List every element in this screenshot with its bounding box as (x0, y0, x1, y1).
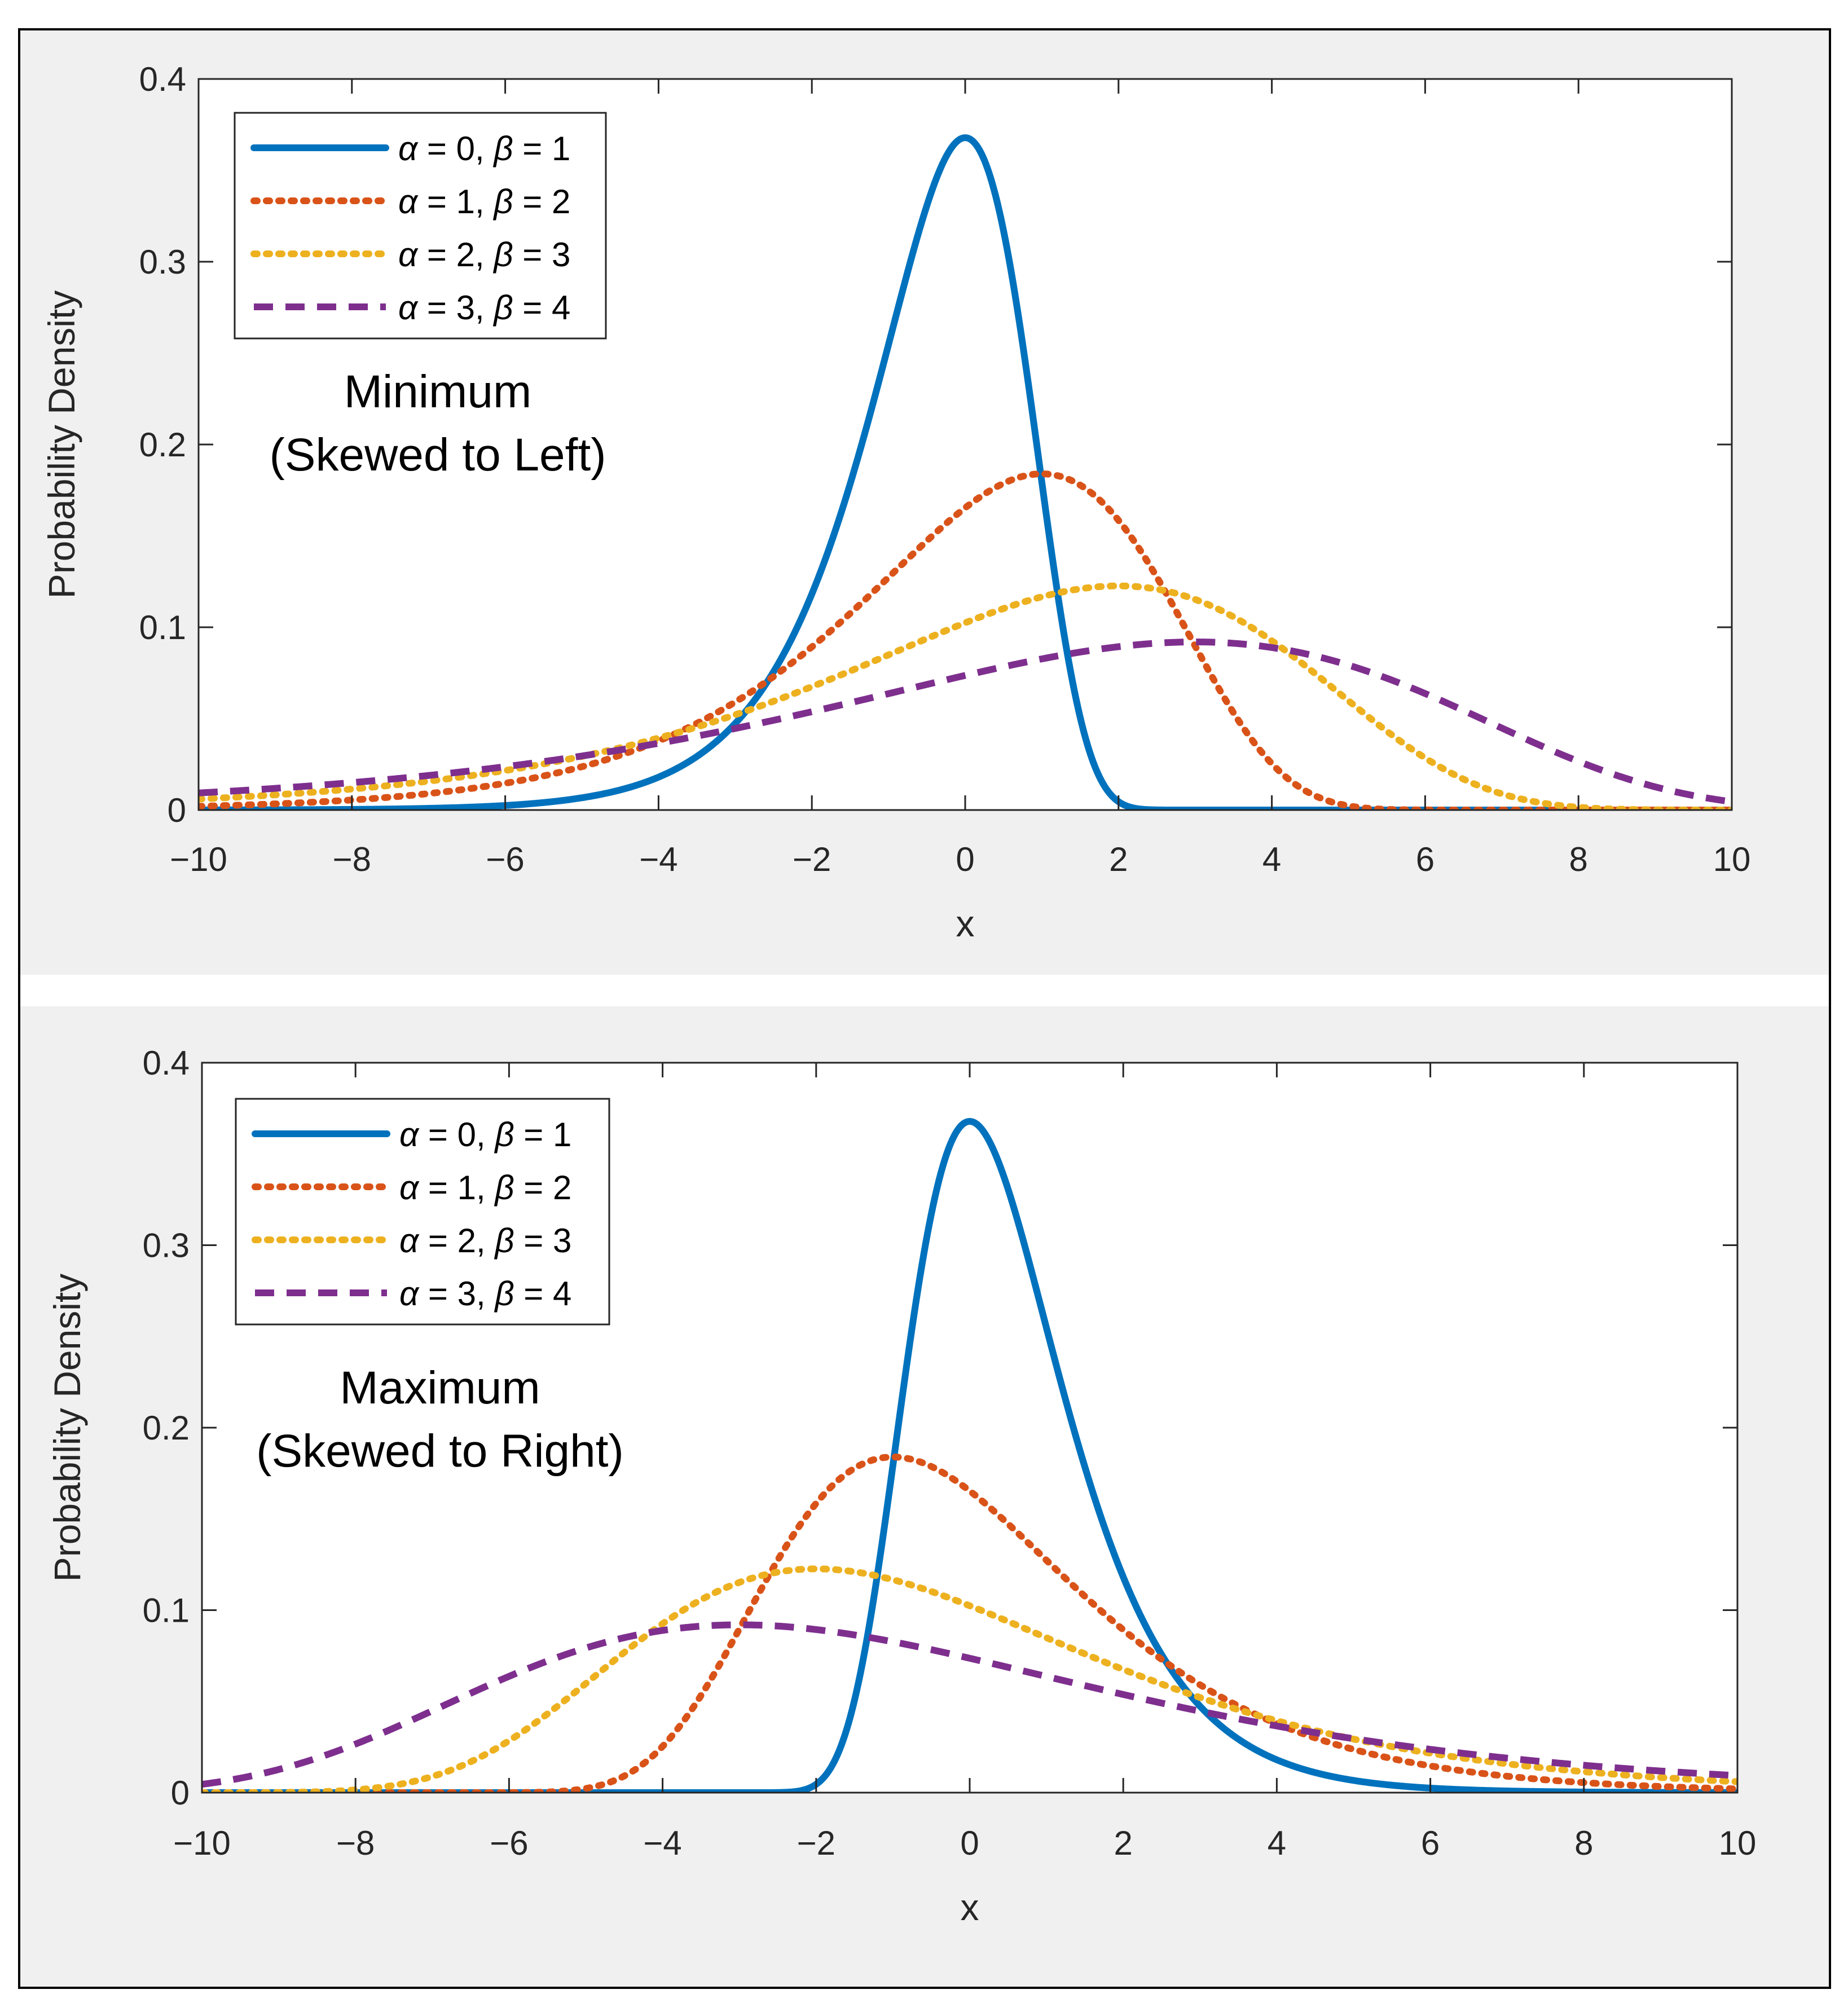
x-tick-label: 6 (1416, 840, 1435, 878)
x-tick-label: 2 (1114, 1824, 1133, 1862)
series-line-1 (199, 134, 1732, 810)
y-tick-label: 0 (171, 1774, 190, 1812)
x-tick-label: −2 (793, 840, 831, 878)
y-tick-label: 0.1 (139, 609, 186, 646)
annotation-line-2: (Skewed to Left) (269, 429, 606, 481)
x-tick-label: −6 (490, 1824, 528, 1862)
y-tick-label: 0.4 (143, 1044, 190, 1082)
x-tick-label: 8 (1574, 1824, 1593, 1862)
x-tick-label: −6 (486, 840, 524, 878)
y-axis-label: Probability Density (41, 290, 82, 599)
legend-label-1: α = 0, β = 1 (398, 130, 570, 168)
x-tick-label: −4 (643, 1824, 681, 1862)
x-axis-label: x (956, 903, 975, 944)
legend: α = 0, β = 1 α = 1, β = 2 α = 2, β = 3 α = … (234, 112, 607, 340)
chart-maximum: −10 −8 −6 −4 −2 0 2 4 6 8 10 0 0.1 0.2 0.3 0.4 x Probabil… (46, 1044, 1756, 1928)
y-tick-label: 0.3 (139, 243, 186, 281)
legend-label-2: α = 1, β = 2 (399, 1169, 571, 1207)
x-tick-label: 2 (1109, 840, 1128, 878)
series-line-2 (202, 1453, 1737, 1793)
y-tick-label: 0.3 (143, 1227, 190, 1265)
x-tick-label: 8 (1569, 840, 1588, 878)
y-tick-label: 0 (168, 791, 186, 829)
x-tick-label: 6 (1421, 1824, 1440, 1862)
figure-frame (18, 28, 1831, 1989)
x-tick-label: 4 (1268, 1824, 1286, 1862)
y-axis-label: Probability Density (46, 1274, 88, 1582)
annotation-line-1: Minimum (344, 366, 532, 417)
panel-separator (20, 975, 1829, 1006)
x-tick-label: 4 (1262, 840, 1281, 878)
x-tick-label: −8 (336, 1824, 375, 1862)
annotation-line-2: (Skewed to Right) (256, 1425, 624, 1477)
series-line-4 (202, 1621, 1737, 1788)
annotation-line-1: Maximum (340, 1362, 540, 1414)
legend-label-3: α = 2, β = 3 (398, 236, 570, 274)
x-tick-label: −4 (639, 840, 677, 878)
y-tick-label: 0.4 (139, 60, 186, 98)
legend-label-2: α = 1, β = 2 (398, 183, 570, 221)
legend: α = 0, β = 1 α = 1, β = 2 α = 2, β = 3 α = … (235, 1098, 610, 1326)
series-line-3 (199, 582, 1732, 810)
x-tick-label: 10 (1713, 840, 1751, 878)
x-tick-label: −2 (797, 1824, 835, 1862)
x-tick-label: −10 (170, 840, 227, 878)
x-tick-label: −8 (333, 840, 371, 878)
y-tick-label: 0.2 (139, 426, 186, 464)
y-tick-label: 0.2 (143, 1409, 190, 1447)
series-line-4 (199, 639, 1732, 805)
x-tick-label: 0 (960, 1824, 979, 1862)
x-axis-label: x (961, 1886, 979, 1928)
x-tick-label: −10 (173, 1824, 231, 1862)
x-tick-label: 0 (956, 840, 974, 878)
chart-minimum: −10 −8 −6 −4 −2 0 2 4 6 8 10 0 0.1 0.2 0.3 0.4 x Probabil… (41, 60, 1750, 944)
series-line-1 (202, 1117, 1737, 1793)
legend-label-4: α = 3, β = 4 (399, 1275, 571, 1313)
y-tick-label: 0.1 (143, 1592, 190, 1630)
series-line-3 (202, 1565, 1737, 1793)
x-tick-label: 10 (1719, 1824, 1757, 1862)
legend-label-4: α = 3, β = 4 (398, 289, 570, 327)
legend-label-3: α = 2, β = 3 (399, 1222, 571, 1260)
legend-label-1: α = 0, β = 1 (399, 1116, 571, 1154)
series-line-2 (199, 470, 1732, 810)
